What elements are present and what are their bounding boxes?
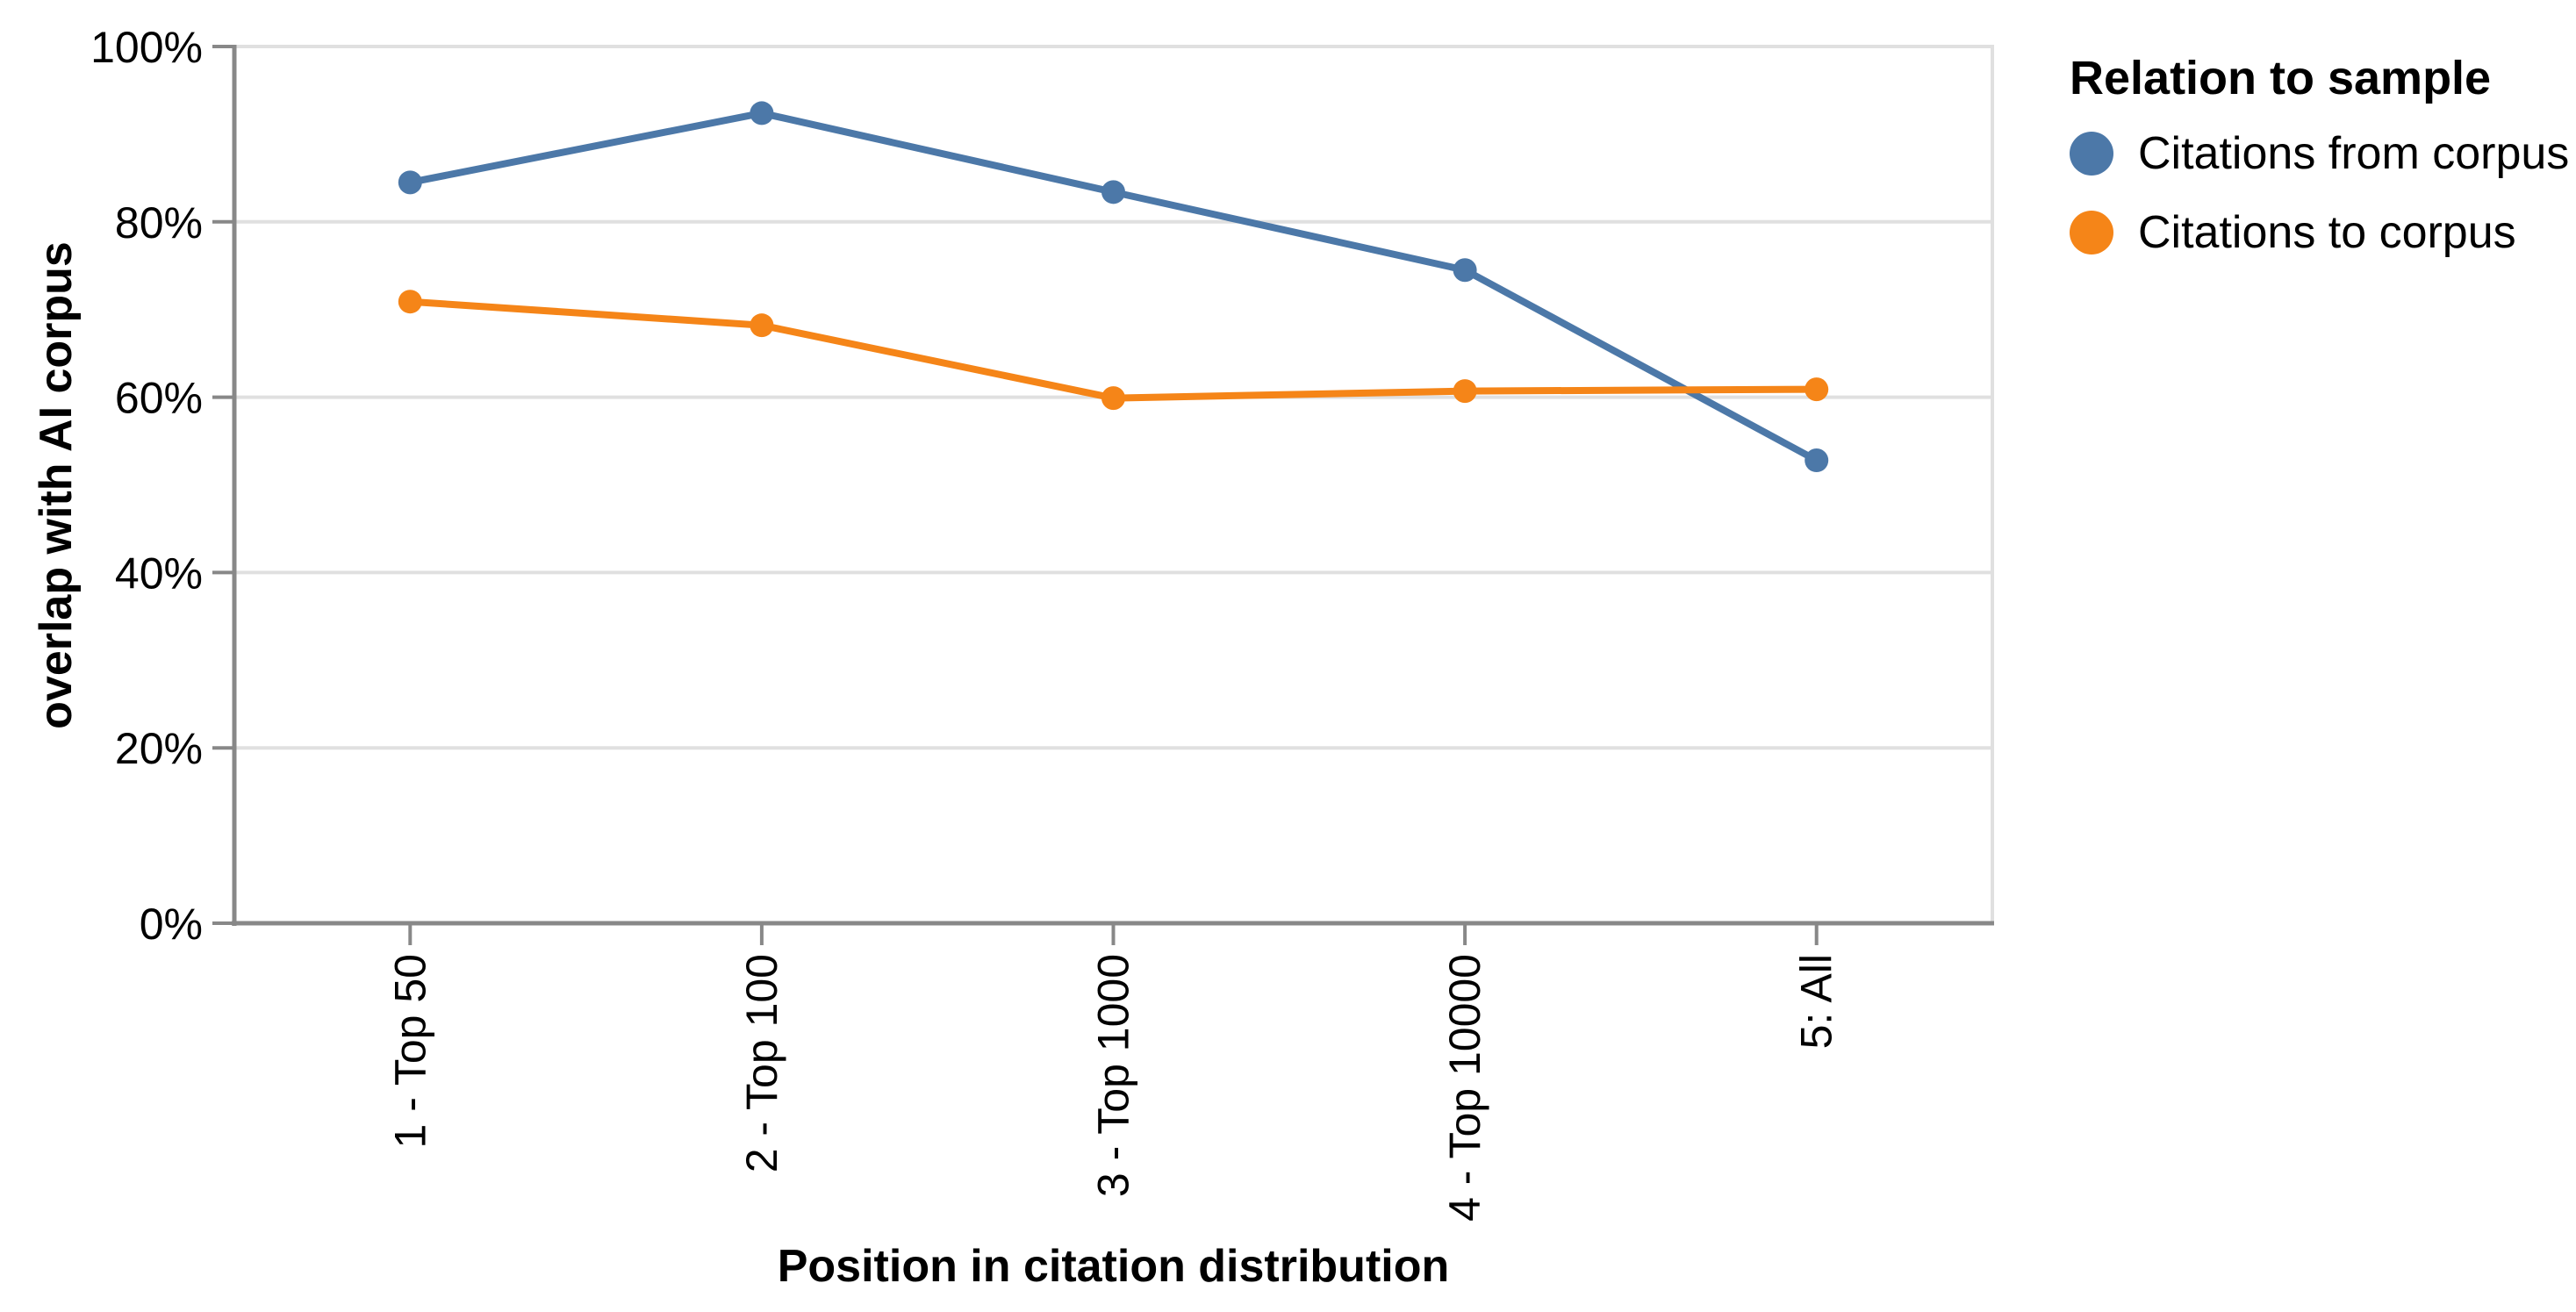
y-axis-title: overlap with AI corpus — [31, 241, 82, 729]
legend-item: Citations to corpus — [2070, 193, 2569, 272]
x-axis-title: Position in citation distribution — [777, 1241, 1450, 1292]
y-tick-label: 0% — [140, 900, 203, 949]
legend: Relation to sample Citations from corpus… — [2070, 54, 2569, 272]
x-tick-label: 3 - Top 1000 — [1089, 954, 1138, 1197]
data-point — [1805, 448, 1829, 473]
y-tick-label: 60% — [115, 374, 203, 423]
data-point — [1453, 379, 1477, 404]
legend-item-label: Citations to corpus — [2138, 207, 2516, 258]
y-tick-label: 40% — [115, 548, 203, 598]
data-point — [398, 290, 422, 314]
x-tick-label: 4 - Top 10000 — [1440, 954, 1489, 1222]
data-point — [750, 101, 774, 125]
x-tick-label: 1 - Top 50 — [385, 954, 434, 1148]
legend-item: Citations from corpus — [2070, 114, 2569, 193]
data-point — [750, 313, 774, 338]
legend-swatch-citations-from-corpus-icon — [2070, 132, 2113, 176]
y-tick-label: 80% — [115, 198, 203, 247]
legend-title: Relation to sample — [2070, 52, 2492, 104]
data-point — [1101, 180, 1125, 204]
legend-item-label: Citations from corpus — [2138, 128, 2570, 179]
legend-swatch-citations-to-corpus-icon — [2070, 211, 2113, 255]
data-point — [1805, 377, 1829, 402]
data-point — [398, 170, 422, 195]
x-tick-label: 5: All — [1792, 954, 1841, 1049]
plot-border — [233, 45, 1994, 925]
y-tick-label: 20% — [115, 724, 203, 773]
data-point — [1101, 386, 1125, 411]
y-tick-label: 100% — [90, 23, 203, 72]
x-tick-label: 2 - Top 100 — [737, 954, 786, 1172]
data-point — [1453, 258, 1477, 283]
